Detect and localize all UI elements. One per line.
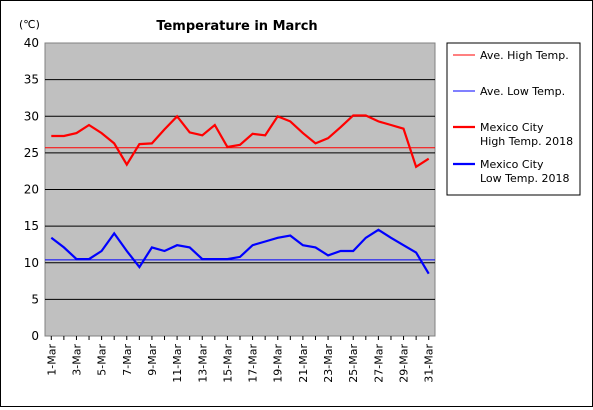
legend-label-3-2: High Temp. 2018 [480, 135, 573, 148]
legend-label-4-2: Low Temp. 2018 [480, 172, 569, 185]
series-line-4 [50, 228, 430, 275]
y-tick-label-40: 40 [24, 36, 39, 50]
legend-box [446, 42, 581, 196]
y-tick-label-10: 10 [24, 256, 39, 270]
x-axis-ticks: 1-Mar 3-Mar 5-Mar 7-Mar 9-Mar 11-Mar 13-Mar 15-… [45, 336, 436, 383]
legend-label-2-1: Ave. Low Temp. [480, 85, 565, 98]
series-line-3 [51, 114, 430, 169]
x-tick-label-29-Mar: 29-Mar [398, 344, 411, 383]
x-tick-label-5-Mar: 5-Mar [96, 344, 109, 376]
y-tick-label-35: 35 [24, 73, 39, 87]
x-tick-label-13-Mar: 13-Mar [196, 344, 209, 383]
x-tick-label-17-Mar: 17-Mar [247, 344, 260, 383]
x-tick-label-3-Mar: 3-Mar [70, 344, 83, 376]
y-tick-label-15: 15 [24, 219, 39, 233]
legend-label-3-1: Mexico City [480, 121, 544, 134]
x-tick-label-11-Mar: 11-Mar [171, 344, 184, 383]
x-tick-label-19-Mar: 19-Mar [272, 344, 285, 383]
legend: Ave. High Temp. Ave. Low Temp. Mexico City… [453, 49, 573, 185]
x-tick-label-9-Mar: 9-Mar [146, 344, 159, 376]
chart-title: Temperature in March [156, 19, 317, 34]
x-tick-label-31-Mar: 31-Mar [423, 344, 436, 383]
x-tick-label-23-Mar: 23-Mar [322, 344, 335, 383]
y-tick-label-20: 20 [24, 183, 39, 197]
x-tick-label-21-Mar: 21-Mar [297, 344, 310, 383]
x-tick-label-1-Mar: 1-Mar [45, 344, 58, 376]
legend-label-4-1: Mexico City [480, 158, 544, 171]
x-tick-label-27-Mar: 27-Mar [372, 344, 385, 383]
x-tick-label-15-Mar: 15-Mar [221, 344, 234, 383]
x-tick-label-7-Mar: 7-Mar [121, 344, 134, 376]
y-tick-label-5: 5 [31, 292, 39, 306]
y-tick-label-25: 25 [24, 146, 39, 160]
y-axis-ticks: 0 5 10 15 20 25 30 35 40 [24, 36, 39, 343]
gridlines [45, 79, 435, 300]
y-unit-label: (℃) [19, 18, 40, 31]
x-tick-label-25-Mar: 25-Mar [347, 344, 360, 383]
y-tick-label-0: 0 [31, 329, 39, 343]
series-lines [45, 114, 435, 275]
y-tick-label-30: 30 [24, 109, 39, 123]
legend-label-1-1: Ave. High Temp. [480, 49, 569, 62]
